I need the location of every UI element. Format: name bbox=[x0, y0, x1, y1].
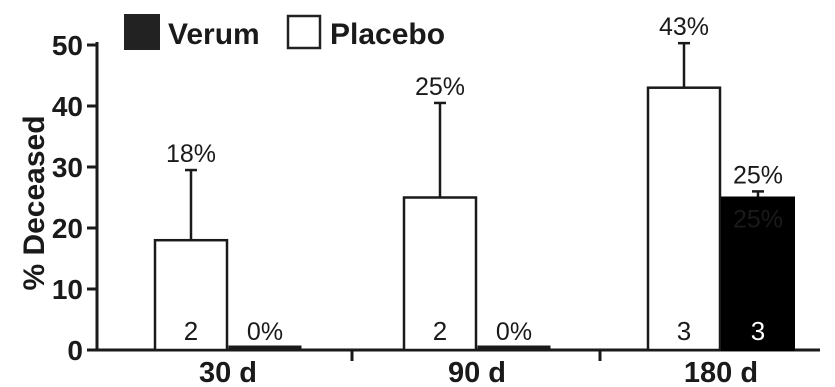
n-label-placebo: 3 bbox=[677, 316, 691, 346]
value-label-verum: 25% bbox=[733, 162, 783, 190]
value-label-verum: 0% bbox=[247, 318, 283, 346]
y-tick-label: 0 bbox=[67, 335, 83, 366]
n-label-verum: 3 bbox=[751, 316, 765, 346]
x-tick-label: 180 d bbox=[684, 357, 758, 387]
value-label-placebo: 18% bbox=[166, 140, 216, 168]
bar-verum bbox=[478, 346, 550, 350]
bars bbox=[155, 43, 794, 350]
bar-verum bbox=[229, 346, 301, 350]
legend-swatch-placebo bbox=[288, 16, 320, 48]
y-axis-label: % Deceased bbox=[18, 115, 51, 290]
legend-label-placebo: Placebo bbox=[330, 18, 445, 51]
n-label-placebo: 2 bbox=[184, 316, 198, 346]
y-tick-label: 40 bbox=[52, 91, 83, 122]
legend-label-verum: Verum bbox=[168, 18, 260, 51]
legend-swatch-verum bbox=[125, 15, 159, 49]
y-tick-label: 50 bbox=[52, 30, 83, 61]
n-label-placebo: 2 bbox=[433, 316, 447, 346]
y-tick-label: 20 bbox=[52, 213, 83, 244]
x-tick-label: 30 d bbox=[199, 357, 257, 387]
x-tick-label: 90 d bbox=[448, 357, 506, 387]
bar-placebo bbox=[648, 88, 720, 350]
value-label-verum: 0% bbox=[496, 318, 532, 346]
legend: Verum Placebo bbox=[125, 15, 445, 51]
inner-annotation-verum: 25% bbox=[733, 206, 783, 234]
value-label-placebo: 43% bbox=[659, 13, 709, 41]
y-tick-label: 10 bbox=[52, 274, 83, 305]
value-label-placebo: 25% bbox=[415, 73, 465, 101]
y-tick-label: 30 bbox=[52, 152, 83, 183]
